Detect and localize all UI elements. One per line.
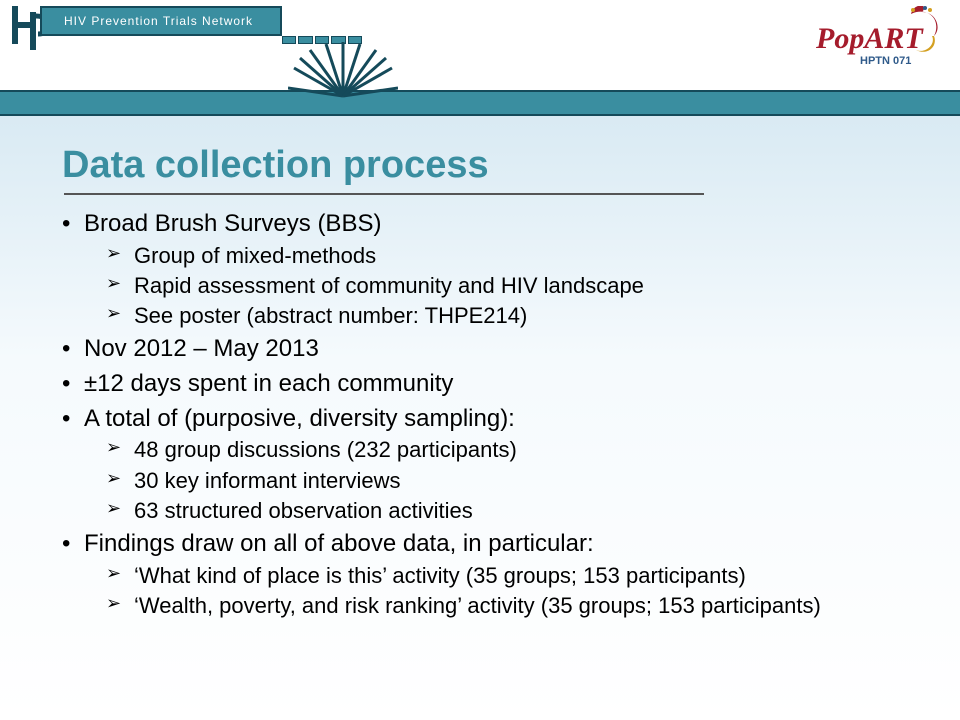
bullet-text: Nov 2012 – May 2013	[84, 335, 319, 362]
bullet-item: ±12 days spent in each community	[62, 369, 922, 400]
sub-bullet-item: 63 structured observation activities	[84, 497, 922, 525]
sub-bullet-list: Group of mixed-methodsRapid assessment o…	[84, 242, 922, 330]
slide-title: Data collection process	[62, 144, 922, 187]
sub-bullet-list: 48 group discussions (232 participants) 3…	[84, 436, 922, 524]
hptn-network-label: HIV Prevention Trials Network	[40, 6, 282, 36]
bullet-list: Broad Brush Surveys (BBS) Group of mixed-…	[62, 209, 922, 620]
slide-content: Data collection process Broad Brush Surv…	[0, 116, 960, 720]
header: HIV Prevention Trials Network PopART HPT…	[0, 0, 960, 90]
sub-bullet-item: Group of mixed-methods	[84, 242, 922, 270]
popart-text: PopART	[816, 22, 924, 55]
sub-bullet-item: See poster (abstract number: THPE214)	[84, 302, 922, 330]
sub-bullet-item: 48 group discussions (232 participants)	[84, 436, 922, 464]
bullet-text: A total of (purposive, diversity samplin…	[84, 405, 515, 432]
sub-bullet-item: Rapid assessment of community and HIV la…	[84, 272, 922, 300]
bullet-item: Nov 2012 – May 2013	[62, 334, 922, 365]
sub-bullet-item: ‘What kind of place is this’ activity (3…	[84, 562, 922, 590]
title-underline	[64, 193, 704, 195]
bullet-text: Findings draw on all of above data, in p…	[84, 530, 594, 557]
bullet-text: Broad Brush Surveys (BBS)	[84, 210, 381, 237]
bullet-text: ±12 days spent in each community	[84, 370, 453, 397]
sunburst-icon	[288, 38, 398, 98]
popart-logo-icon: PopART HPTN 071	[816, 6, 946, 78]
sub-bullet-item: 30 key informant interviews	[84, 467, 922, 495]
bullet-item: Broad Brush Surveys (BBS) Group of mixed-…	[62, 209, 922, 330]
popart-subtext: HPTN 071	[860, 55, 911, 67]
header-divider-bar	[0, 90, 960, 116]
bullet-item: A total of (purposive, diversity samplin…	[62, 404, 922, 525]
header-segment-icon	[282, 36, 362, 44]
sub-bullet-list: ‘What kind of place is this’ activity (3…	[84, 562, 922, 620]
sub-bullet-item: ‘Wealth, poverty, and risk ranking’ acti…	[84, 592, 922, 620]
bullet-item: Findings draw on all of above data, in p…	[62, 529, 922, 620]
